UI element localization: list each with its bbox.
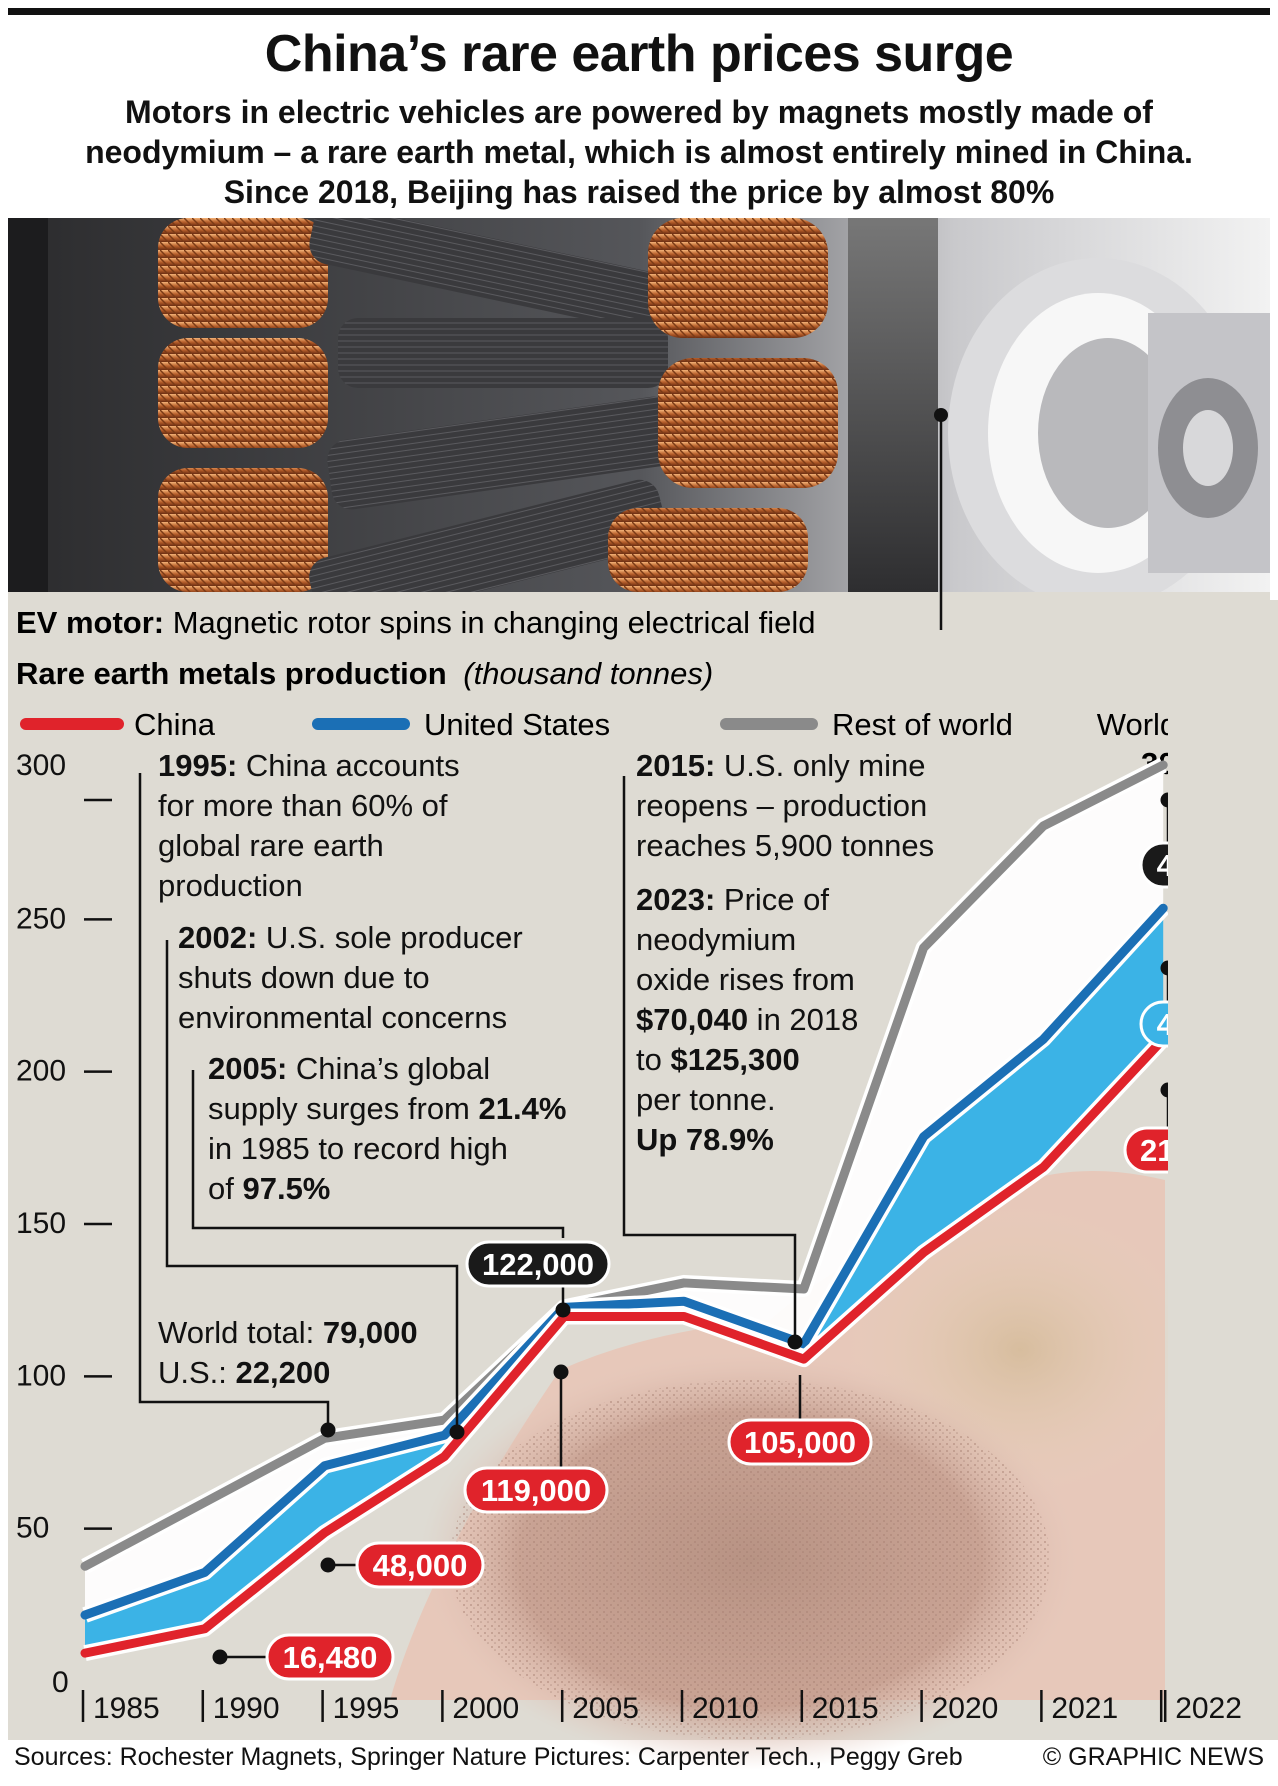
legend-us: United States bbox=[424, 707, 610, 742]
leader-dot-1995 bbox=[320, 1422, 336, 1438]
sources-text: Sources: Rochester Magnets, Springer Nat… bbox=[14, 1743, 963, 1771]
area-rest-of-world bbox=[85, 765, 1164, 1616]
plot-area bbox=[80, 757, 1170, 1661]
y-tick-label-300: 300 bbox=[16, 749, 66, 782]
legend-china: China bbox=[134, 707, 216, 742]
x-tick-label-2010: 2010 bbox=[692, 1692, 759, 1725]
callout-48000: 48,000 bbox=[373, 1548, 468, 1583]
ev-motor-photo bbox=[8, 218, 1270, 592]
axes: 1985 1990 1995 2000 2005 2010 2015 2020 2021 2022… bbox=[16, 600, 1278, 1740]
legend-row: Rest of world bbox=[832, 707, 1013, 742]
series-line-china bbox=[80, 1034, 1168, 1658]
photo-caption: EV motor: Magnetic rotor spins in changi… bbox=[16, 408, 948, 640]
leader-2015 bbox=[622, 776, 797, 1342]
caption-bold: EV motor: bbox=[16, 605, 164, 640]
series-line-rest-of-world bbox=[80, 760, 1168, 1571]
dot-119000 bbox=[553, 1364, 569, 1380]
x-tick-label-2015: 2015 bbox=[812, 1692, 879, 1725]
annotation-2005: 2005: China’s global supply surges from 2… bbox=[208, 1051, 566, 1206]
right-margin bbox=[1168, 600, 1278, 1740]
callout-48000-pill bbox=[355, 1541, 485, 1589]
subtitle-line-2: neodymium – a rare earth metal, which is… bbox=[85, 134, 1193, 170]
callout-105000-pill bbox=[727, 1418, 873, 1466]
x-tick-label-2020: 2020 bbox=[932, 1692, 999, 1725]
subtitle-line-1: Motors in electric vehicles are powered … bbox=[125, 94, 1153, 130]
y-tick-label-200: 200 bbox=[16, 1055, 66, 1088]
chart-heading-unit: (thousand tonnes) bbox=[463, 656, 713, 691]
sources-footer: Sources: Rochester Magnets, Springer Nat… bbox=[14, 1743, 1264, 1772]
callout-16480-pill bbox=[265, 1633, 395, 1681]
annotation-2023: 2023: Price of neodymium oxide rises from $… bbox=[636, 882, 858, 1157]
x-tick-label-1990: 1990 bbox=[213, 1692, 280, 1725]
callout-122000: 122,000 bbox=[482, 1247, 594, 1282]
leader-dot-2015 bbox=[787, 1334, 803, 1350]
annotation-2002: 2002: U.S. sole producer shuts down due t… bbox=[178, 920, 523, 1035]
area-united-states bbox=[85, 908, 1164, 1654]
caption-text: Magnetic rotor spins in changing electri… bbox=[164, 605, 815, 640]
x-tick-label-2022: 2022 bbox=[1175, 1692, 1242, 1725]
callout-122000-pill bbox=[465, 1240, 611, 1288]
x-tick-label-2000: 2000 bbox=[452, 1692, 519, 1725]
annotation-2015: 2015: U.S. only mine reopens – production… bbox=[636, 748, 934, 863]
callout-119000-pill bbox=[463, 1466, 609, 1514]
annotation-1995: 1995: China accounts for more than 60% of… bbox=[158, 748, 460, 903]
callout-105000: 105,000 bbox=[744, 1425, 856, 1460]
chart-heading: Rare earth metals production (thousand t… bbox=[16, 656, 713, 691]
leader-dot-2002 bbox=[449, 1424, 465, 1440]
y-tick-label-150: 150 bbox=[16, 1207, 66, 1240]
y-tick-label-250: 250 bbox=[16, 902, 66, 935]
dot-16480 bbox=[212, 1649, 228, 1665]
svg-text:Rare earth metals production: Rare earth metals production (thousand t… bbox=[16, 656, 713, 691]
dot-48000 bbox=[320, 1557, 336, 1573]
leader-1995 bbox=[138, 773, 330, 1430]
callout-16480: 16,480 bbox=[283, 1640, 378, 1675]
y-tick-label-0: 0 bbox=[52, 1666, 69, 1699]
annotation-1995-totals: World total: 79,000 U.S.: 22,200 bbox=[158, 1315, 418, 1390]
x-tick-label-2021: 2021 bbox=[1051, 1692, 1118, 1725]
credit-text: © GRAPHIC NEWS bbox=[1042, 1743, 1264, 1771]
leader-2005 bbox=[191, 1070, 565, 1238]
subtitle-line-3: Since 2018, Beijing has raised the price… bbox=[223, 174, 1055, 210]
svg-text:EV motor: Magnetic rotor spins: EV motor: Magnetic rotor spins in changi… bbox=[16, 605, 815, 640]
series-line-united-states bbox=[80, 903, 1168, 1620]
y-tick-label-100: 100 bbox=[16, 1359, 66, 1392]
chart-heading-bold: Rare earth metals production bbox=[16, 656, 447, 691]
x-tick-label-1985: 1985 bbox=[93, 1692, 160, 1725]
page-title: China’s rare earth prices surge bbox=[264, 25, 1014, 83]
annotation-layer: 1995: China accounts for more than 60% of… bbox=[138, 748, 1269, 1681]
dot-122000 bbox=[555, 1302, 571, 1318]
y-tick-label-50: 50 bbox=[16, 1512, 49, 1545]
x-tick-label-1995: 1995 bbox=[333, 1692, 400, 1725]
x-tick-label-2005: 2005 bbox=[572, 1692, 639, 1725]
leader-2002 bbox=[165, 940, 459, 1432]
subtitle: Motors in electric vehicles are powered … bbox=[20, 92, 1258, 212]
callout-119000: 119,000 bbox=[481, 1473, 591, 1508]
top-rule bbox=[8, 8, 1270, 15]
